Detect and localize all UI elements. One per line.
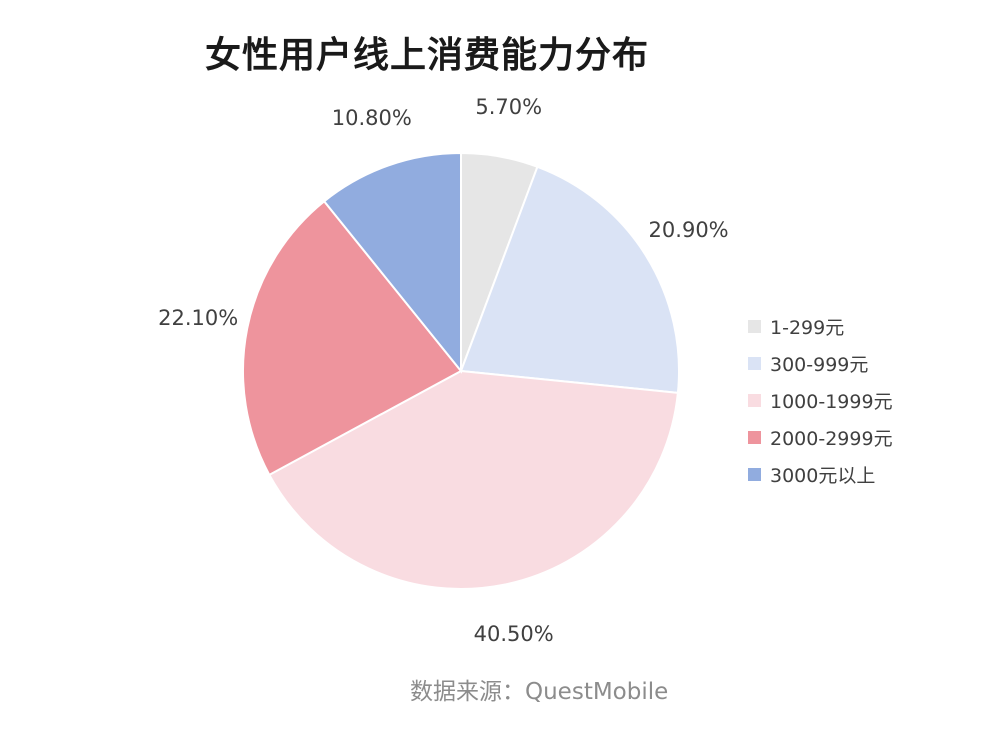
legend: 1-299元 300-999元 1000-1999元 2000-2999元 3000元以… <box>748 308 893 493</box>
data-label-2000-2999: 22.10% <box>158 306 239 331</box>
pie-slice-1000-1999 <box>267 369 679 590</box>
source-note: 数据来源：QuestMobile <box>410 679 669 705</box>
legend-swatch <box>748 320 761 333</box>
legend-label: 2000-2999元 <box>770 428 893 450</box>
legend-item-3000-plus: 3000元以上 <box>748 456 893 493</box>
pie-slice-2000-2999 <box>242 199 463 477</box>
legend-swatch <box>748 468 761 481</box>
data-label-1000-1999: 40.50% <box>473 621 554 646</box>
legend-swatch <box>748 431 761 444</box>
legend-item-1000-1999: 1000-1999元 <box>748 382 893 419</box>
legend-item-1-299: 1-299元 <box>748 308 893 345</box>
pie-slice-3000-plus <box>322 151 462 374</box>
legend-swatch <box>748 394 761 407</box>
legend-item-2000-2999: 2000-2999元 <box>748 419 893 456</box>
pie-slices <box>242 151 680 590</box>
data-label-3000-plus: 10.80% <box>331 106 412 131</box>
legend-label: 1000-1999元 <box>770 391 893 413</box>
legend-swatch <box>748 357 761 370</box>
legend-label: 1-299元 <box>770 317 845 339</box>
legend-label: 300-999元 <box>770 354 869 376</box>
legend-item-300-999: 300-999元 <box>748 345 893 382</box>
data-label-1-299: 5.70% <box>475 95 543 120</box>
pie-slice-300-999 <box>459 165 680 394</box>
data-label-300-999: 20.90% <box>648 217 729 242</box>
chart-title: 女性用户线上消费能力分布 <box>205 34 650 76</box>
legend-label: 3000元以上 <box>770 465 876 487</box>
